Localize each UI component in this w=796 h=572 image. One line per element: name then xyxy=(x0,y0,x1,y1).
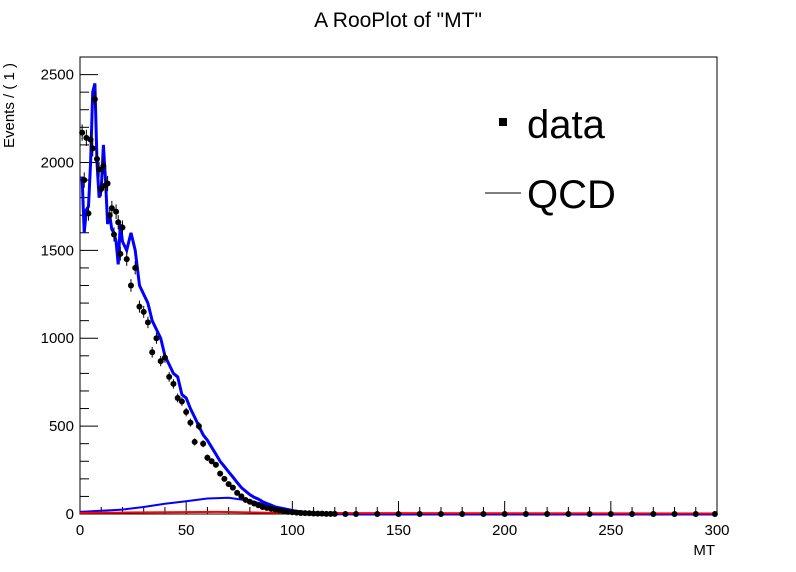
data-point xyxy=(104,180,111,187)
data-point xyxy=(113,208,120,215)
data-point xyxy=(174,394,181,401)
data-point xyxy=(117,250,124,257)
data-point xyxy=(108,205,115,212)
y-tick-label: 2000 xyxy=(41,154,74,171)
x-tick-label: 100 xyxy=(280,522,305,539)
data-point xyxy=(119,224,126,231)
data-point xyxy=(161,354,168,361)
data-point xyxy=(416,511,423,517)
data-point xyxy=(178,398,185,405)
data-point xyxy=(87,136,94,143)
data-point xyxy=(96,166,103,173)
data-point xyxy=(306,510,313,517)
data-point xyxy=(115,219,122,226)
data-point xyxy=(89,145,96,152)
data-point xyxy=(314,510,321,517)
data-point xyxy=(144,319,151,326)
data-point xyxy=(234,489,241,496)
data-point xyxy=(98,185,105,192)
data-point xyxy=(110,231,117,238)
data-point xyxy=(123,256,130,263)
y-axis: 0 500 1000 1500 2000 2500 xyxy=(41,56,98,523)
data-point xyxy=(353,511,360,517)
data-point xyxy=(327,510,334,517)
data-point xyxy=(170,380,177,387)
data-point xyxy=(100,162,107,169)
x-tick-label: 250 xyxy=(598,522,623,539)
data-point xyxy=(149,349,156,356)
data-point xyxy=(212,461,219,468)
data-point xyxy=(374,511,381,517)
data-point xyxy=(166,373,173,380)
legend-label-data: data xyxy=(527,103,606,147)
data-point xyxy=(501,511,508,517)
data-point xyxy=(136,303,143,310)
data-point xyxy=(91,96,98,103)
x-axis-title: MT xyxy=(693,542,715,559)
data-point xyxy=(459,511,466,517)
y-tick-label: 500 xyxy=(49,418,74,435)
data-point xyxy=(217,470,224,477)
data-point xyxy=(692,511,699,517)
data-point xyxy=(221,475,228,482)
data-point xyxy=(191,438,198,445)
data-point xyxy=(200,440,207,447)
data-point xyxy=(297,509,304,516)
data-point xyxy=(342,511,349,517)
data-point xyxy=(204,454,211,461)
y-axis-title: Events / ( 1 ) xyxy=(1,63,18,148)
data-point xyxy=(225,481,232,488)
y-tick-label: 0 xyxy=(66,506,74,523)
data-point xyxy=(544,511,551,517)
data-point xyxy=(323,510,330,517)
x-tick-label: 0 xyxy=(76,522,84,539)
series-line-component-3 xyxy=(79,510,718,515)
data-point xyxy=(93,155,100,162)
data-point xyxy=(183,409,190,416)
data-point xyxy=(480,511,487,517)
data-point xyxy=(81,177,88,184)
data-point xyxy=(671,511,678,517)
data-point xyxy=(650,511,657,517)
data-point xyxy=(106,212,113,219)
data-point xyxy=(395,511,402,517)
data-point xyxy=(437,511,444,517)
data-point xyxy=(319,510,326,517)
x-tick-label: 50 xyxy=(178,522,195,539)
data-point xyxy=(629,511,636,517)
data-point xyxy=(238,493,245,500)
data-point xyxy=(565,511,572,517)
legend-marker-data xyxy=(499,118,507,126)
data-point xyxy=(607,511,614,517)
plot-frame xyxy=(79,56,718,515)
data-point xyxy=(85,210,92,217)
data-point xyxy=(132,264,139,271)
data-point xyxy=(229,484,236,491)
legend: data QCD xyxy=(485,103,616,217)
data-point xyxy=(208,458,215,465)
data-point xyxy=(711,511,718,517)
data-point xyxy=(331,510,338,517)
series-layer xyxy=(79,83,718,517)
x-tick-label: 300 xyxy=(704,522,729,539)
data-point xyxy=(187,419,194,426)
y-tick-label: 2500 xyxy=(41,67,74,84)
chart-title: A RooPlot of "MT" xyxy=(314,9,482,32)
data-point xyxy=(157,358,164,365)
data-point xyxy=(586,511,593,517)
data-point xyxy=(140,308,147,315)
x-tick-label: 150 xyxy=(386,522,411,539)
data-point xyxy=(522,511,529,517)
data-point xyxy=(302,510,309,517)
x-tick-label: 200 xyxy=(492,522,517,539)
legend-label-qcd: QCD xyxy=(527,173,616,217)
data-point xyxy=(79,129,86,136)
data-point xyxy=(153,335,160,342)
data-point xyxy=(127,282,134,289)
y-tick-label: 1000 xyxy=(41,330,74,347)
data-point xyxy=(310,510,317,517)
data-point xyxy=(195,423,202,430)
y-tick-label: 1500 xyxy=(41,242,74,259)
